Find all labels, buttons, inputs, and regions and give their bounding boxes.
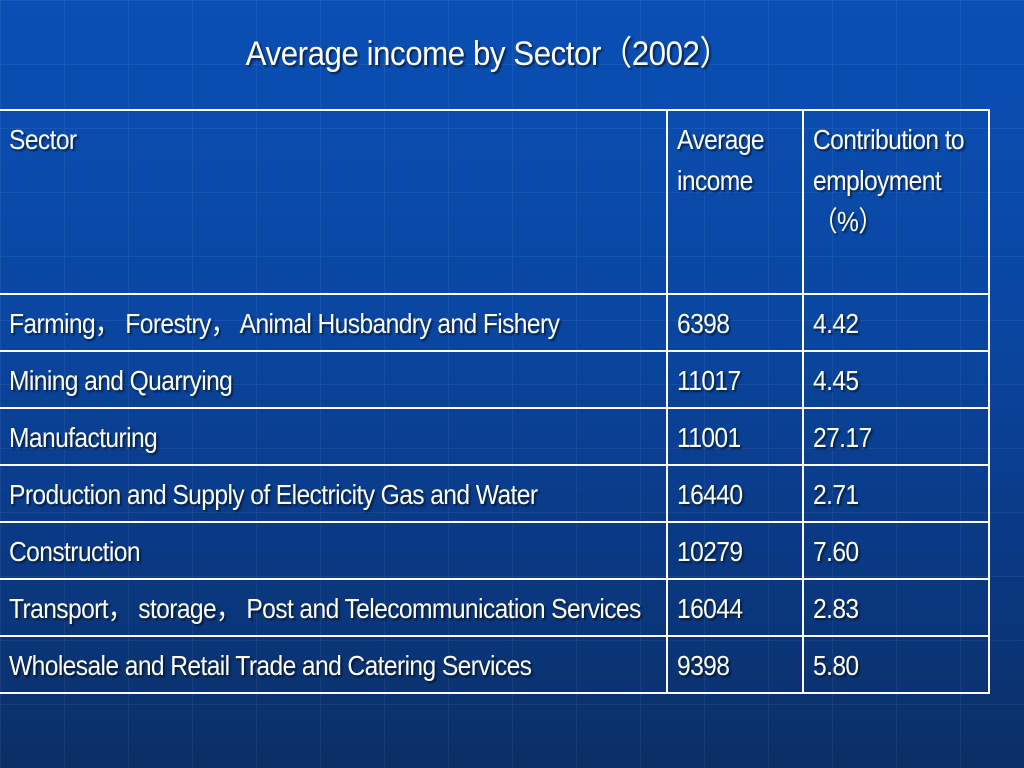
table-header-row: Sector Average income Contribution to em… [0, 109, 990, 295]
cell-contribution: 2.83 [802, 578, 990, 637]
header-income: Average income [665, 109, 805, 295]
header-sector: Sector [0, 109, 668, 295]
cell-income: 11017 [665, 350, 805, 409]
cell-contribution: 4.45 [802, 350, 990, 409]
cell-sector: Production and Supply of Electricity Gas… [0, 464, 668, 523]
cell-contribution: 4.42 [802, 293, 990, 352]
cell-contribution: 7.60 [802, 521, 990, 580]
table-row: Farming， Forestry， Animal Husbandry and … [0, 293, 990, 352]
cell-contribution: 2.71 [802, 464, 990, 523]
table-row: Construction 10279 7.60 [0, 521, 990, 580]
table-row: Mining and Quarrying 11017 4.45 [0, 350, 990, 409]
cell-sector: Mining and Quarrying [0, 350, 668, 409]
cell-income: 10279 [665, 521, 805, 580]
cell-sector: Transport， storage， Post and Telecommuni… [0, 578, 668, 637]
cell-sector: Construction [0, 521, 668, 580]
table-row: Wholesale and Retail Trade and Catering … [0, 635, 990, 694]
cell-sector: Manufacturing [0, 407, 668, 466]
cell-contribution: 5.80 [802, 635, 990, 694]
cell-sector: Wholesale and Retail Trade and Catering … [0, 635, 668, 694]
cell-sector: Farming， Forestry， Animal Husbandry and … [0, 293, 668, 352]
header-contribution: Contribution to employment （%） [802, 109, 990, 295]
cell-income: 6398 [665, 293, 805, 352]
table-row: Production and Supply of Electricity Gas… [0, 464, 990, 523]
cell-contribution: 27.17 [802, 407, 990, 466]
cell-income: 11001 [665, 407, 805, 466]
table-row: Transport， storage， Post and Telecommuni… [0, 578, 990, 637]
table-row: Manufacturing 11001 27.17 [0, 407, 990, 466]
income-table: Sector Average income Contribution to em… [0, 109, 990, 694]
cell-income: 16440 [665, 464, 805, 523]
cell-income: 16044 [665, 578, 805, 637]
page-title: Average income by Sector（2002） [245, 35, 731, 73]
cell-income: 9398 [665, 635, 805, 694]
